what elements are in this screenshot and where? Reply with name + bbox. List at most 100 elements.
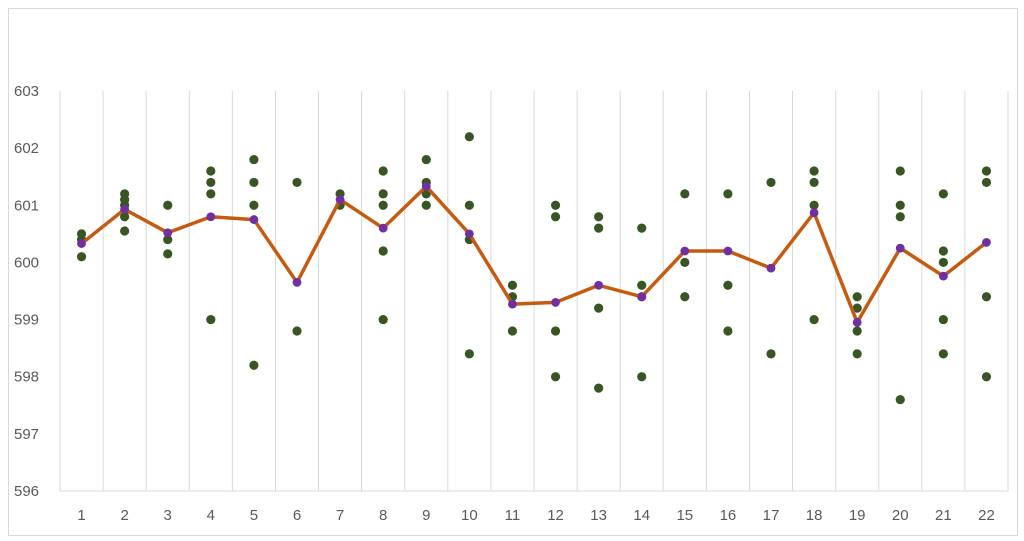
x-tick-label: 22 — [978, 507, 995, 524]
y-tick-label: 601 — [14, 197, 39, 214]
mean-marker — [594, 280, 604, 290]
data-point — [680, 189, 690, 199]
mean-marker — [335, 195, 345, 204]
x-tick-label: 1 — [77, 507, 85, 524]
data-point — [938, 189, 948, 199]
gridlines — [59, 91, 1009, 492]
data-point — [120, 212, 130, 222]
x-tick-label: 13 — [590, 507, 607, 524]
mean-marker — [249, 215, 259, 224]
data-point — [852, 349, 862, 359]
x-tick-label: 4 — [207, 507, 215, 524]
y-tick-label: 596 — [14, 483, 39, 500]
data-point — [206, 177, 216, 188]
data-point — [249, 154, 259, 165]
data-point — [938, 257, 948, 268]
data-point — [378, 200, 388, 210]
data-point — [981, 292, 992, 302]
y-tick-label: 599 — [14, 312, 39, 329]
x-tick-label: 19 — [849, 507, 866, 524]
data-point — [550, 372, 561, 382]
data-point — [938, 246, 948, 256]
mean-marker — [637, 292, 647, 302]
mean-marker — [77, 239, 86, 248]
x-tick-label: 5 — [250, 507, 258, 524]
data-point — [292, 326, 302, 336]
mean-markers — [77, 182, 991, 327]
data-point — [766, 177, 776, 188]
data-point — [206, 314, 216, 325]
data-point — [292, 177, 302, 188]
data-point — [637, 372, 647, 382]
data-point — [378, 166, 388, 176]
y-tick-label: 597 — [14, 426, 39, 443]
x-tick-label: 7 — [336, 507, 344, 524]
x-tick-label: 16 — [720, 507, 737, 524]
mean-marker — [378, 223, 388, 233]
data-point — [809, 200, 819, 210]
data-point — [981, 166, 992, 176]
data-point — [421, 200, 431, 210]
data-point — [852, 303, 862, 313]
data-point — [766, 349, 776, 359]
data-point — [249, 200, 259, 210]
data-point — [809, 166, 819, 176]
data-point — [507, 280, 518, 290]
y-tick-label: 598 — [14, 369, 39, 386]
x-tick-label: 15 — [676, 507, 693, 524]
x-tick-label: 17 — [763, 507, 780, 524]
data-point — [249, 360, 259, 370]
data-point — [594, 303, 604, 313]
data-point — [378, 246, 388, 256]
data-point — [378, 189, 388, 199]
mean-marker — [163, 228, 173, 238]
mean-marker — [292, 278, 302, 287]
chart-area: 596 597 598 599 600 601 602 603 1 2 3 4 5 6 7 8 9 10 11 12… — [8, 8, 1018, 536]
mean-marker — [508, 299, 517, 309]
data-point — [120, 226, 130, 236]
mean-line — [79, 184, 989, 325]
x-tick-label: 6 — [293, 507, 301, 524]
x-axis-tick-labels: 1 2 3 4 5 6 7 8 9 10 11 12 13 14 15 16 17 18 19 20 21 22 — [77, 507, 994, 524]
data-point — [723, 326, 733, 336]
data-point — [852, 326, 862, 336]
data-point — [895, 394, 905, 405]
data-point — [895, 212, 905, 222]
data-point — [680, 257, 690, 268]
data-point — [163, 200, 173, 210]
data-point — [938, 349, 948, 359]
data-point — [550, 200, 561, 210]
y-tick-label: 603 — [14, 83, 39, 100]
data-point — [464, 132, 474, 142]
data-point — [938, 314, 948, 325]
x-tick-label: 21 — [935, 507, 952, 524]
x-tick-label: 11 — [505, 507, 521, 524]
data-point — [981, 372, 992, 382]
x-tick-label: 2 — [120, 507, 128, 524]
mean-line-series — [79, 184, 989, 325]
mean-marker — [206, 212, 216, 222]
data-point — [163, 249, 173, 259]
data-point — [206, 189, 216, 199]
data-point — [550, 212, 561, 222]
data-point — [464, 349, 474, 359]
y-tick-label: 602 — [14, 140, 39, 157]
mean-marker — [120, 204, 130, 214]
data-point — [378, 314, 388, 325]
mean-marker — [938, 271, 948, 281]
data-point — [594, 212, 604, 222]
mean-marker — [421, 182, 431, 191]
mean-marker — [982, 238, 991, 247]
x-tick-label: 8 — [379, 507, 387, 524]
observation-points — [76, 132, 992, 405]
mean-marker — [852, 318, 862, 327]
mean-marker — [551, 298, 560, 307]
x-tick-label: 3 — [164, 507, 172, 524]
data-point — [723, 189, 733, 199]
data-point — [637, 223, 647, 233]
data-point — [550, 326, 561, 336]
data-point — [507, 326, 518, 336]
mean-marker — [723, 246, 733, 256]
data-point — [809, 314, 819, 325]
